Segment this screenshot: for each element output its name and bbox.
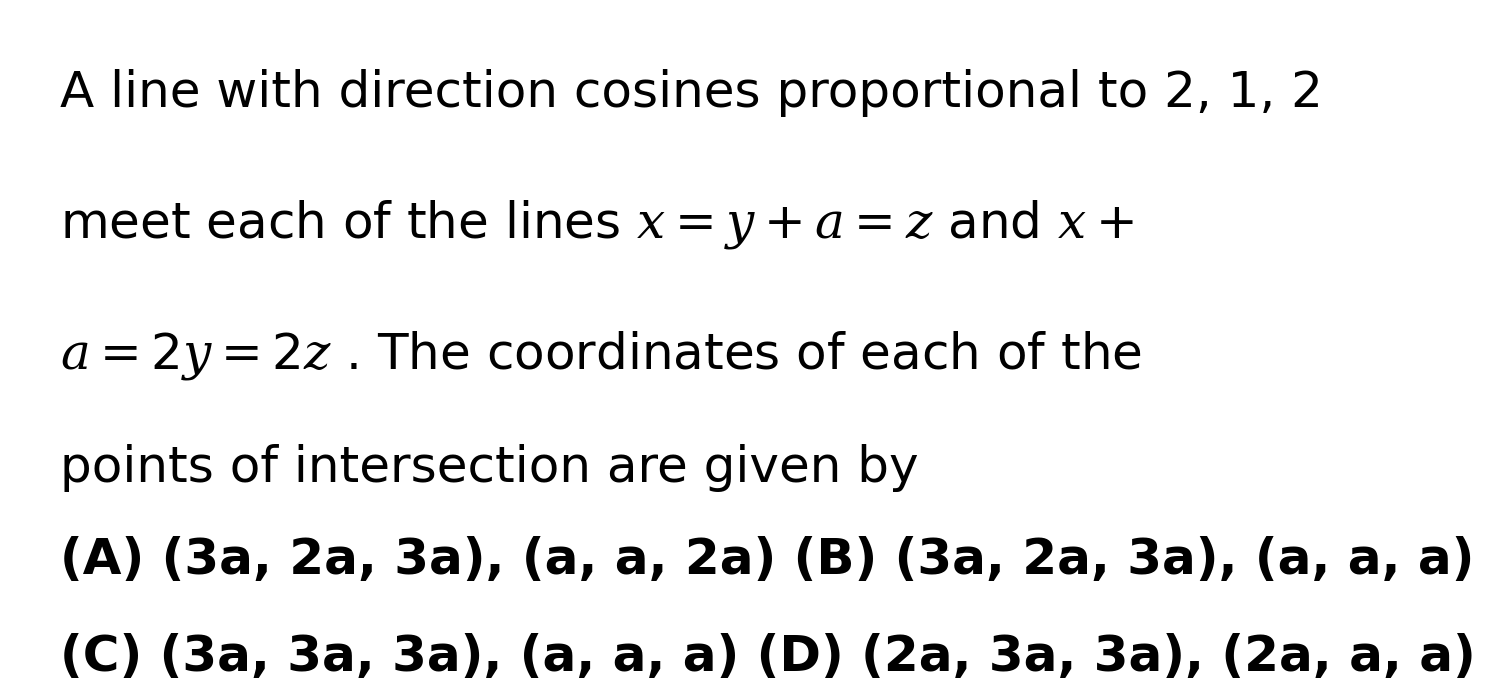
Text: $a = 2y = 2z$ . The coordinates of each of the: $a = 2y = 2z$ . The coordinates of each … bbox=[60, 329, 1142, 382]
Text: meet each of the lines $x = y + a = z$ and $x +$: meet each of the lines $x = y + a = z$ a… bbox=[60, 198, 1134, 251]
Text: points of intersection are given by: points of intersection are given by bbox=[60, 444, 918, 492]
Text: A line with direction cosines proportional to 2, 1, 2: A line with direction cosines proportion… bbox=[60, 69, 1323, 117]
Text: (C) (3a, 3a, 3a), (a, a, a) (D) (2a, 3a, 3a), (2a, a, a): (C) (3a, 3a, 3a), (a, a, a) (D) (2a, 3a,… bbox=[60, 633, 1476, 681]
Text: (A) (3a, 2a, 3a), (a, a, 2a) (B) (3a, 2a, 3a), (a, a, a): (A) (3a, 2a, 3a), (a, a, 2a) (B) (3a, 2a… bbox=[60, 537, 1474, 585]
